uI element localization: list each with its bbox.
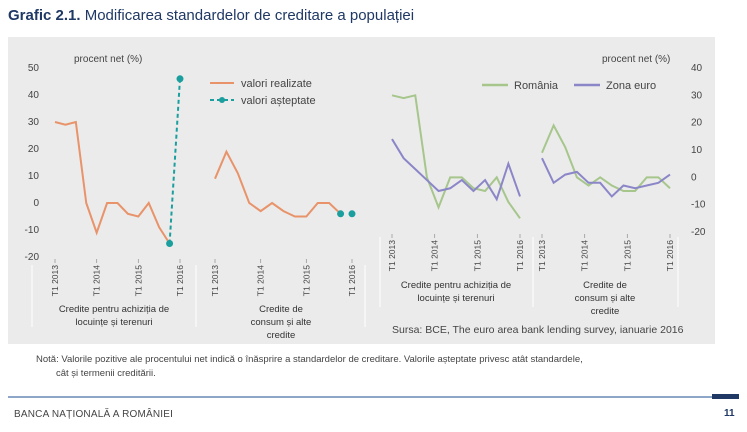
- left-expected-point: [337, 210, 345, 218]
- left-x-tick-label: T1 2013: [50, 265, 60, 296]
- left-x-tick-label: T1 2013: [210, 265, 220, 296]
- left-y-tick-label: 50: [28, 63, 40, 74]
- left-group-label: locuințe și terenuri: [75, 317, 152, 328]
- chart-title: Grafic 2.1. Modificarea standardelor de …: [8, 7, 414, 24]
- right-romania-line: [391, 94, 521, 219]
- legend-euro-label: Zona euro: [606, 80, 656, 92]
- left-expected-line: [168, 78, 181, 244]
- left-realized-line: [214, 149, 342, 218]
- right-group-label: credite: [591, 306, 620, 317]
- right-x-tick-label: T1 2014: [580, 240, 590, 271]
- right-y-tick-label: -20: [691, 227, 706, 238]
- left-expected-point: [176, 75, 184, 83]
- left-y-tick-label: -20: [25, 252, 40, 263]
- left-group-label: credite: [267, 330, 296, 341]
- right-y-tick-label: -10: [691, 200, 706, 211]
- left-realized-line: [54, 120, 171, 245]
- chart-svg: procent net (%) 50 40 30 20 10 0 -10 -20 T1 2013 T…: [25, 54, 706, 341]
- left-y-tick-label: 40: [28, 90, 40, 101]
- left-y-tick-label: 20: [28, 144, 40, 155]
- left-x-tick-label: T1 2015: [133, 265, 143, 296]
- source-note: Sursa: BCE, The euro area bank lending s…: [392, 324, 684, 336]
- right-euro-area-line: [541, 157, 671, 198]
- right-y-tick-label: 30: [691, 90, 703, 101]
- chart-panel: procent net (%) 50 40 30 20 10 0 -10 -20 T1 2013 T…: [8, 37, 715, 344]
- left-y-tick-label: -10: [25, 225, 40, 236]
- left-y-tick-label: 10: [28, 171, 40, 182]
- right-y-tick-label: 40: [691, 63, 703, 74]
- left-unit-label: procent net (%): [74, 54, 142, 65]
- right-group-label: Credite de: [583, 280, 627, 291]
- note-line-1: Notă: Valorile pozitive ale procentului …: [36, 354, 583, 365]
- right-x-tick-label: T1 2016: [515, 240, 525, 271]
- left-expected-point: [166, 240, 174, 247]
- footer-institution: BANCA NAȚIONALĂ A ROMÂNIEI: [14, 409, 174, 420]
- left-y-tick-label: 30: [28, 117, 40, 128]
- legend-realized-label: valori realizate: [241, 78, 312, 90]
- legend-romania-label: România: [514, 80, 559, 92]
- right-x-tick-label: T1 2013: [537, 240, 547, 271]
- left-expected-point: [348, 210, 356, 218]
- left-x-tick-label: T1 2015: [301, 265, 311, 296]
- left-group-label: consum și alte: [251, 317, 312, 328]
- legend-expected-label: valori așteptate: [241, 95, 316, 107]
- right-euro-area-line: [391, 138, 521, 202]
- right-y-tick-label: 0: [691, 172, 697, 183]
- footer-rule: [8, 396, 739, 398]
- chart-note: Notă: Valorile pozitive ale procentului …: [36, 353, 676, 381]
- left-x-tick-label: T1 2014: [256, 265, 266, 296]
- right-group-label: locuințe și terenuri: [417, 293, 494, 304]
- right-group-label: Credite pentru achiziția de: [401, 280, 511, 291]
- right-x-tick-label: T1 2015: [622, 240, 632, 271]
- left-group-label: Credite pentru achiziția de: [59, 304, 169, 315]
- left-x-tick-label: T1 2016: [175, 265, 185, 296]
- left-x-tick-label: T1 2016: [347, 265, 357, 296]
- right-x-tick-label: T1 2016: [665, 240, 675, 271]
- page-number: 11: [724, 408, 735, 419]
- left-y-tick-label: 0: [33, 198, 39, 209]
- left-x-tick-label: T1 2014: [92, 265, 102, 296]
- right-romania-line: [541, 123, 671, 192]
- right-y-tick-label: 10: [691, 145, 703, 156]
- title-text: Modificarea standardelor de creditare a …: [84, 7, 415, 24]
- footer-accent: [712, 394, 739, 399]
- title-prefix: Grafic 2.1.: [8, 7, 81, 24]
- right-x-tick-label: T1 2014: [430, 240, 440, 271]
- legend-expected-marker: [219, 97, 225, 103]
- right-unit-label: procent net (%): [602, 54, 670, 65]
- right-x-tick-label: T1 2013: [387, 240, 397, 271]
- right-group-label: consum și alte: [575, 293, 636, 304]
- note-line-2: cât și termenii creditării.: [56, 368, 156, 379]
- right-x-tick-label: T1 2015: [472, 240, 482, 271]
- left-group-label: Credite de: [259, 304, 303, 315]
- right-y-tick-label: 20: [691, 118, 703, 129]
